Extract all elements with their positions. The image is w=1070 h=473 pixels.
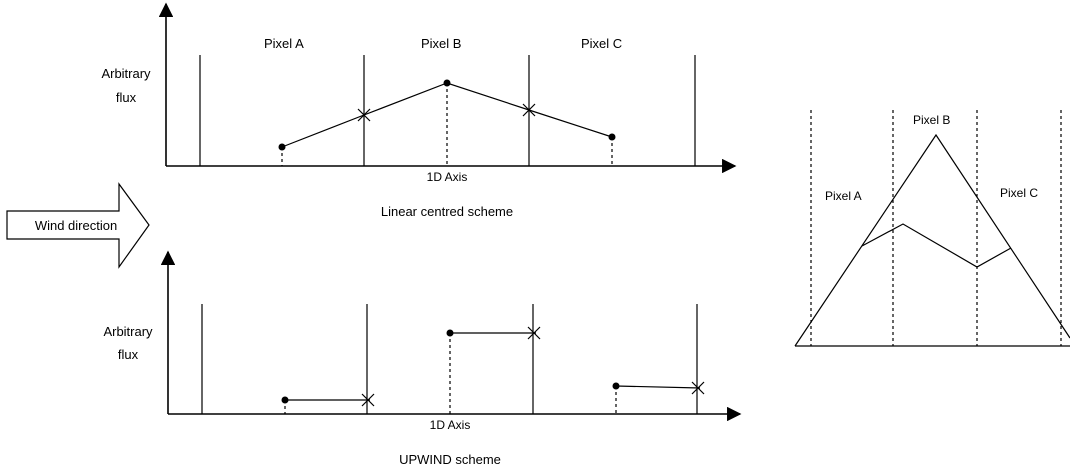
top-y-label-line1: Arbitrary bbox=[101, 66, 151, 81]
wind-direction-label: Wind direction bbox=[35, 218, 117, 233]
bottom-interface-marker-bc bbox=[527, 326, 541, 340]
right-inner-profile bbox=[861, 223, 1012, 268]
right-pixel-a-label: Pixel A bbox=[825, 189, 862, 203]
bottom-x-label: 1D Axis bbox=[430, 418, 471, 432]
bottom-point-c bbox=[612, 382, 620, 390]
top-pixel-c-label: Pixel C bbox=[581, 36, 622, 51]
bottom-interface-marker-cd bbox=[691, 381, 705, 395]
right-pixel-b-label: Pixel B bbox=[913, 113, 950, 127]
bottom-segment-c bbox=[615, 385, 701, 389]
top-point-b bbox=[443, 79, 451, 87]
top-y-label-line2: flux bbox=[116, 90, 137, 105]
wind-direction-arrow: Wind direction bbox=[6, 182, 150, 269]
top-panel: Pixel A Pixel B Pixel C Arbitrary flux 1… bbox=[101, 2, 737, 219]
top-interface-marker-ab bbox=[357, 108, 371, 122]
top-interface-marker-bc bbox=[522, 103, 536, 117]
bottom-y-label-line2: flux bbox=[118, 347, 139, 362]
right-triangle bbox=[794, 133, 1070, 347]
top-point-a bbox=[278, 143, 286, 151]
top-point-c bbox=[608, 133, 616, 141]
right-pixel-c-label: Pixel C bbox=[1000, 186, 1038, 200]
top-pixel-a-label: Pixel A bbox=[264, 36, 304, 51]
top-caption: Linear centred scheme bbox=[381, 204, 513, 219]
bottom-point-a bbox=[281, 396, 289, 404]
bottom-interface-marker-ab bbox=[361, 393, 375, 407]
top-x-label: 1D Axis bbox=[427, 170, 468, 184]
bottom-caption: UPWIND scheme bbox=[399, 452, 501, 467]
top-pixel-b-label: Pixel B bbox=[421, 36, 461, 51]
bottom-panel: Arbitrary flux 1D Axis UPWIND scheme bbox=[103, 250, 742, 467]
right-panel: Pixel B Pixel A Pixel C bbox=[794, 110, 1070, 347]
bottom-point-b bbox=[446, 329, 454, 337]
bottom-y-label-line1: Arbitrary bbox=[103, 324, 153, 339]
